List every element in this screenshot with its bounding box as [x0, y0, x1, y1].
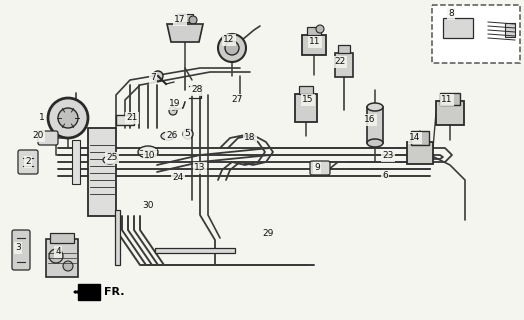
Text: 7: 7: [150, 74, 156, 83]
Circle shape: [153, 71, 163, 81]
Text: 23: 23: [383, 151, 394, 161]
Circle shape: [48, 98, 88, 138]
Text: 11: 11: [309, 37, 321, 46]
Text: 14: 14: [409, 133, 421, 142]
Polygon shape: [78, 284, 100, 300]
Text: 12: 12: [223, 36, 235, 44]
Ellipse shape: [138, 146, 158, 158]
Bar: [443, 18, 473, 38]
Text: 4: 4: [55, 247, 61, 257]
Bar: [367, 107, 383, 143]
Bar: [302, 35, 326, 55]
Circle shape: [218, 34, 246, 62]
Text: 8: 8: [448, 10, 454, 19]
Ellipse shape: [367, 103, 383, 111]
FancyBboxPatch shape: [310, 161, 330, 175]
Text: 16: 16: [364, 116, 376, 124]
Bar: [115, 210, 120, 265]
Text: 15: 15: [302, 95, 314, 105]
Bar: [440, 93, 460, 105]
Bar: [72, 140, 80, 184]
Circle shape: [169, 107, 177, 115]
Text: 2: 2: [25, 157, 31, 166]
Text: 17: 17: [174, 15, 185, 25]
Text: 21: 21: [126, 114, 138, 123]
Circle shape: [189, 16, 197, 24]
Circle shape: [225, 41, 239, 55]
Bar: [411, 131, 429, 145]
Text: 5: 5: [184, 130, 190, 139]
Bar: [335, 53, 353, 77]
Ellipse shape: [161, 132, 175, 140]
Polygon shape: [167, 24, 203, 42]
Text: 3: 3: [15, 244, 21, 252]
Bar: [307, 27, 321, 35]
Bar: [407, 142, 433, 164]
Circle shape: [316, 25, 324, 33]
Bar: [177, 14, 193, 22]
Bar: [50, 233, 74, 243]
Text: 19: 19: [169, 100, 181, 108]
Bar: [295, 94, 317, 122]
Circle shape: [183, 129, 193, 139]
Bar: [299, 86, 313, 94]
Text: 18: 18: [244, 133, 256, 142]
Text: 27: 27: [231, 95, 243, 105]
Text: 22: 22: [334, 58, 346, 67]
Text: 29: 29: [263, 229, 274, 238]
Bar: [155, 248, 235, 253]
Bar: [338, 45, 350, 53]
Bar: [505, 23, 515, 37]
Text: 1: 1: [39, 114, 45, 123]
Circle shape: [58, 108, 78, 128]
Text: 10: 10: [144, 150, 156, 159]
Text: 20: 20: [32, 132, 43, 140]
Text: 28: 28: [191, 85, 203, 94]
Text: 26: 26: [166, 131, 178, 140]
Ellipse shape: [367, 139, 383, 147]
Text: FR.: FR.: [104, 287, 125, 297]
Text: 13: 13: [194, 164, 206, 172]
Text: 6: 6: [382, 172, 388, 180]
FancyBboxPatch shape: [12, 230, 30, 270]
Bar: [116, 115, 134, 125]
Circle shape: [49, 249, 63, 263]
Text: 11: 11: [441, 95, 453, 105]
Bar: [432, 5, 520, 63]
Ellipse shape: [103, 156, 117, 164]
Bar: [88, 128, 116, 216]
Circle shape: [63, 261, 73, 271]
Bar: [436, 101, 464, 125]
Text: 25: 25: [106, 154, 118, 163]
FancyBboxPatch shape: [38, 131, 58, 145]
Text: 24: 24: [172, 173, 183, 182]
FancyBboxPatch shape: [18, 150, 38, 174]
Text: 30: 30: [142, 202, 154, 211]
Bar: [46, 239, 78, 277]
Text: 9: 9: [314, 164, 320, 172]
